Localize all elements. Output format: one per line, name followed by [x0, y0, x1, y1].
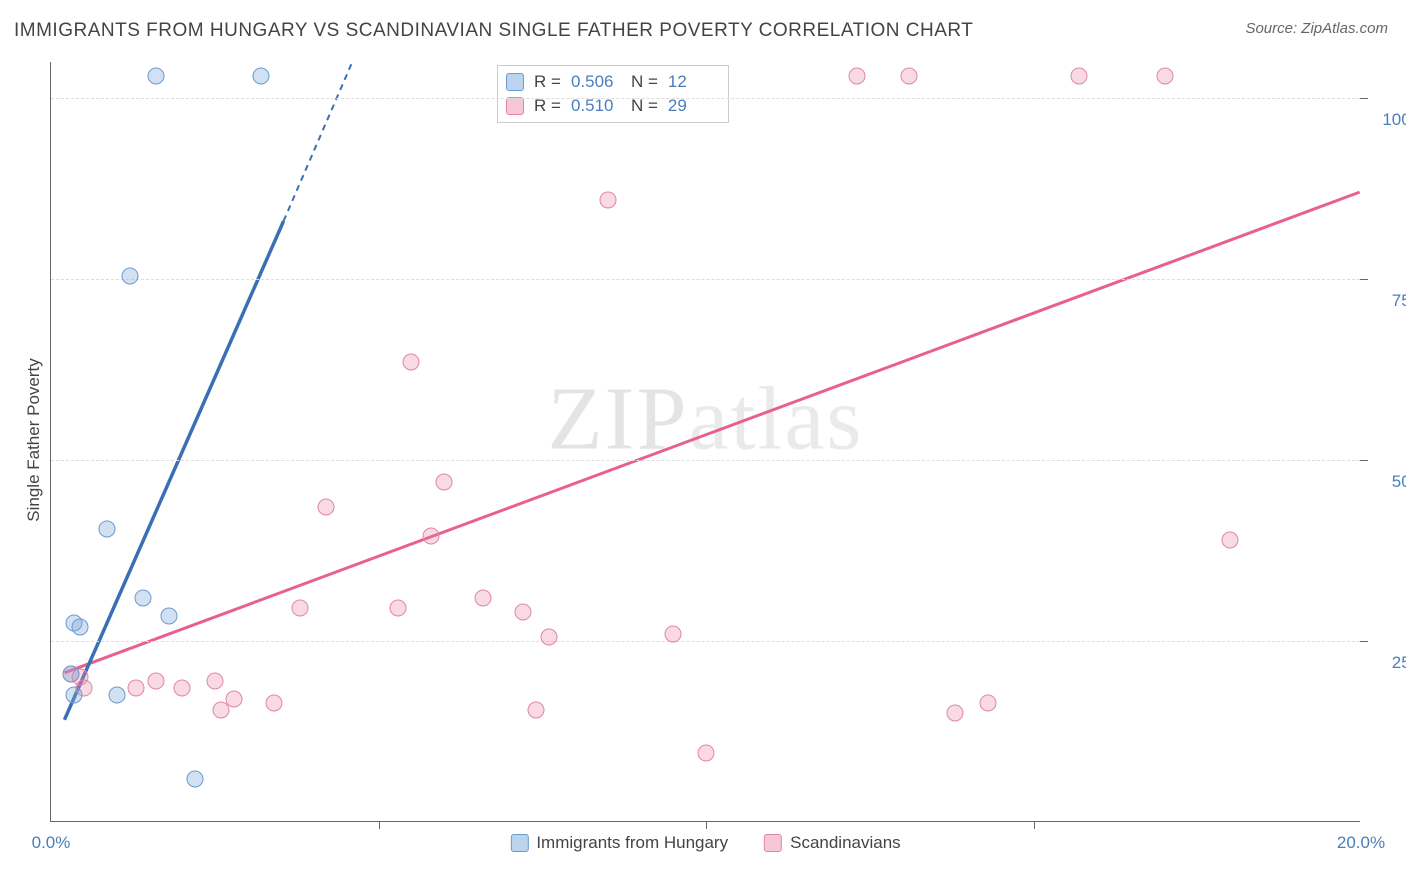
data-point	[187, 770, 204, 787]
data-point	[65, 687, 82, 704]
grid-line	[51, 98, 1360, 99]
legend-item: Scandinavians	[764, 833, 901, 853]
y-tick-label: 75.0%	[1370, 291, 1406, 311]
legend-swatch	[506, 97, 524, 115]
y-tick-label: 100.0%	[1370, 110, 1406, 130]
data-point	[698, 745, 715, 762]
legend-r-label: R =	[534, 72, 561, 92]
data-point	[160, 607, 177, 624]
x-tick-mark	[706, 821, 707, 829]
grid-line	[51, 279, 1360, 280]
data-point	[98, 520, 115, 537]
data-point	[946, 705, 963, 722]
data-point	[979, 694, 996, 711]
data-point	[252, 68, 269, 85]
x-tick-mark	[379, 821, 380, 829]
data-point	[436, 473, 453, 490]
data-point	[108, 687, 125, 704]
data-point	[291, 600, 308, 617]
data-point	[62, 665, 79, 682]
data-point	[599, 191, 616, 208]
legend-n-label: N =	[631, 72, 658, 92]
legend-label: Scandinavians	[790, 833, 901, 853]
legend-swatch	[510, 834, 528, 852]
data-point	[147, 68, 164, 85]
y-tick-label: 25.0%	[1370, 653, 1406, 673]
legend-correlation: R =0.506N =12R =0.510N =29	[497, 65, 729, 123]
data-point	[665, 625, 682, 642]
x-tick-mark	[1034, 821, 1035, 829]
data-point	[265, 694, 282, 711]
legend-swatch	[506, 73, 524, 91]
data-point	[134, 589, 151, 606]
data-point	[422, 528, 439, 545]
data-point	[128, 680, 145, 697]
data-point	[147, 672, 164, 689]
chart-title: IMMIGRANTS FROM HUNGARY VS SCANDINAVIAN …	[14, 20, 973, 42]
data-point	[901, 68, 918, 85]
data-point	[1156, 68, 1173, 85]
legend-series: Immigrants from Hungary Scandinavians	[510, 833, 900, 853]
legend-r-value: 0.506	[571, 72, 621, 92]
data-point	[206, 672, 223, 689]
y-tick-label: 50.0%	[1370, 472, 1406, 492]
legend-label: Immigrants from Hungary	[536, 833, 728, 853]
legend-item: Immigrants from Hungary	[510, 833, 728, 853]
data-point	[390, 600, 407, 617]
x-tick-label: 20.0%	[1337, 833, 1385, 853]
y-tick-mark	[1360, 460, 1368, 461]
data-point	[226, 690, 243, 707]
data-point	[174, 680, 191, 697]
data-point	[318, 499, 335, 516]
trend-lines	[51, 62, 1360, 821]
y-axis-title: Single Father Poverty	[24, 358, 44, 521]
y-tick-mark	[1360, 279, 1368, 280]
data-point	[848, 68, 865, 85]
data-point	[1222, 531, 1239, 548]
plot-area: ZIPatlas R =0.506N =12R =0.510N =29 Immi…	[50, 62, 1360, 822]
y-tick-mark	[1360, 641, 1368, 642]
legend-row: R = 0.506 N = 12	[506, 70, 718, 94]
data-point	[527, 701, 544, 718]
data-point	[403, 354, 420, 371]
legend-n-value: 12	[668, 72, 718, 92]
y-tick-mark	[1360, 98, 1368, 99]
source-label: Source: ZipAtlas.com	[1245, 20, 1388, 37]
data-point	[1071, 68, 1088, 85]
grid-line	[51, 641, 1360, 642]
data-point	[72, 618, 89, 635]
grid-line	[51, 460, 1360, 461]
legend-swatch	[764, 834, 782, 852]
data-point	[121, 267, 138, 284]
x-tick-label: 0.0%	[32, 833, 71, 853]
data-point	[514, 604, 531, 621]
data-point	[475, 589, 492, 606]
data-point	[540, 629, 557, 646]
